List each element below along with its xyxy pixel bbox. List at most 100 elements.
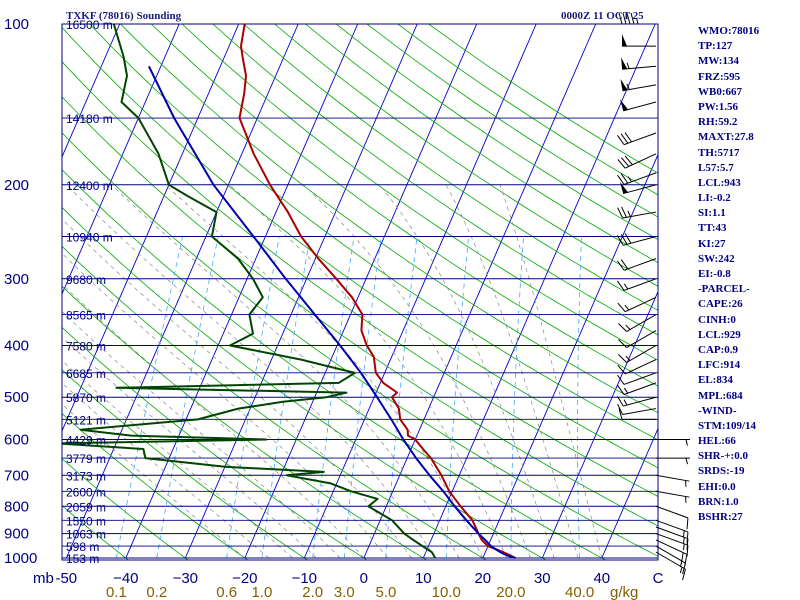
index-line: MPL:684 (698, 389, 743, 402)
height-label: 12400 m (66, 179, 113, 193)
wind-barb-staff (655, 526, 689, 540)
wind-barb-flag (618, 323, 627, 332)
wind-barb-half-flag (625, 355, 631, 361)
pressure-tick-label: 300 (4, 271, 29, 288)
index-line: BRN:1.0 (698, 495, 739, 508)
wind-barb-staff (622, 211, 657, 219)
mixing-ratio-line (343, 236, 382, 559)
height-label: 153 m (66, 552, 99, 566)
dry-adiabat-line (62, 245, 488, 560)
wind-barb-half-flag (624, 304, 630, 311)
wind-barb-staff (655, 519, 689, 533)
isotherm-line (125, 24, 359, 559)
index-line: LFC:914 (698, 359, 741, 372)
wind-barb-staff (626, 314, 657, 332)
wind-barb-flag (617, 364, 626, 375)
pressure-tick-label: 900 (4, 526, 29, 543)
wind-barb-pennant (620, 181, 628, 194)
sounding-profiles (62, 24, 516, 559)
moist-adiabat-line (62, 218, 412, 559)
index-line: PW:1.56 (698, 100, 739, 113)
pressure-tick-label: 100 (4, 16, 29, 33)
temperature-tick-label: −20 (232, 570, 257, 587)
dry-adiabat-line (305, 24, 658, 264)
isotherm-line (0, 24, 1, 558)
moist-adiabat-line (165, 184, 484, 559)
wind-barb-flag (617, 384, 625, 395)
wind-barb-staff (626, 345, 657, 363)
wind-barb-staff (655, 490, 690, 498)
wind-barb-half-flag (683, 530, 685, 537)
wind-barb-flag (622, 12, 627, 25)
wind-barb-pennant (620, 99, 628, 111)
temperature-tick-label: −30 (173, 570, 198, 587)
mixing-ratio-line (226, 236, 280, 559)
index-line: TH:5717 (698, 146, 740, 159)
wind-barb-staff (655, 505, 689, 519)
temperature-profile (238, 24, 516, 559)
height-label: 5870 m (66, 391, 106, 405)
wind-barb-flag (624, 233, 632, 244)
index-line: SHR-+:0.0 (698, 450, 748, 463)
wind-barb-flag (617, 174, 625, 185)
indices-panel: WMO:78016 TP:127 MW:134 FRZ:595 WB0:667 PW:1.… (698, 24, 798, 525)
index-line: SW:242 (698, 252, 735, 265)
wind-barb (617, 382, 657, 395)
wind-barb (617, 278, 657, 291)
pressure-tick-label: 200 (4, 177, 29, 194)
dewpoint-profile (62, 24, 437, 559)
wind-barb-flag (686, 531, 689, 544)
wind-barb-flag (618, 339, 627, 348)
isotherm-line (303, 24, 537, 559)
wind-barb-half-flag (626, 62, 630, 69)
wind-barb-pennant (622, 34, 627, 47)
dry-adiabat-line (62, 132, 658, 557)
wind-barb-half-flag (627, 176, 632, 183)
moist-adiabat-line (229, 184, 507, 559)
temperature-tick-label: −40 (113, 570, 138, 587)
index-line: EI:-0.8 (698, 268, 731, 280)
moist-adiabat-line (499, 184, 603, 559)
height-label: 16500 m (66, 18, 113, 32)
height-label: 2059 m (66, 500, 106, 514)
height-label: 7580 m (66, 340, 106, 354)
dry-adiabat-line (62, 326, 368, 560)
wind-barb (617, 172, 657, 185)
wind-barb-staff (623, 372, 657, 385)
wind-barb-pennant (620, 78, 628, 91)
mixing-ratio-line (385, 236, 418, 559)
wind-barb (656, 457, 690, 465)
moist-adiabat-line (62, 283, 365, 559)
index-line: LI:-0.2 (698, 192, 731, 205)
mixing-ratio-line (156, 236, 219, 559)
wind-barb (617, 372, 657, 385)
wind-barb-flag (624, 132, 632, 143)
dry-adiabat-line (62, 413, 249, 560)
pressure-tick-label: 800 (4, 498, 29, 515)
moist-adiabat-line (66, 184, 436, 559)
dry-adiabat-line (274, 24, 658, 287)
height-label: 4429 m (66, 434, 106, 448)
pressure-tick-label: 600 (4, 432, 29, 449)
wind-barb (616, 233, 657, 246)
wind-barb (622, 34, 656, 47)
wind-barb-half-flag (627, 210, 631, 217)
wind-barb-flag (617, 374, 625, 385)
wind-barb (655, 490, 690, 503)
wind-barb-flag (617, 403, 623, 415)
wind-barb-flag (617, 302, 626, 313)
wind-barb-half-flag (685, 457, 688, 465)
index-line: SI:1.1 (698, 207, 726, 220)
wind-barb-staff (623, 101, 657, 112)
height-label: 8565 m (66, 309, 106, 323)
temperature-tick-label: 40 (593, 570, 610, 587)
dry-adiabat-line (62, 169, 607, 560)
wind-barb-staff (623, 258, 657, 271)
mixing-ratio-line (577, 236, 582, 559)
mixing-ratio-label: 40.0 (565, 584, 594, 600)
wind-barbs (616, 12, 690, 581)
moist-adiabat-line (111, 184, 460, 559)
wind-barb (616, 395, 657, 407)
wind-barb (617, 258, 657, 271)
wind-barb (618, 330, 657, 348)
